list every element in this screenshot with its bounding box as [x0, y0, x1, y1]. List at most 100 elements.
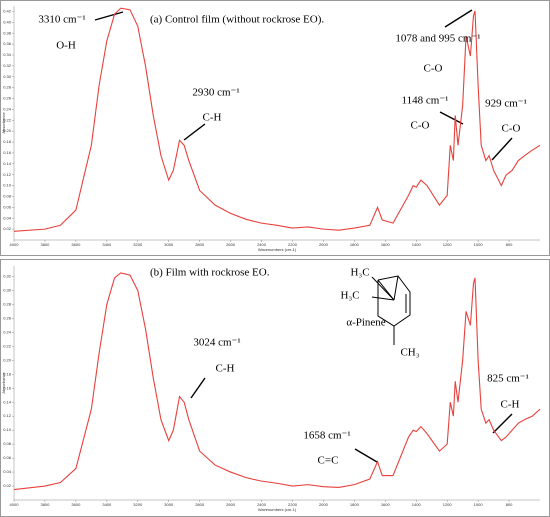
x-tick-label: 4000 — [10, 242, 20, 247]
x-tick-label: 3400 — [102, 242, 112, 247]
annotation: CH₃ — [400, 347, 419, 359]
y-tick-label: 0.12 — [3, 413, 12, 418]
y-tick-label: 0.36 — [3, 41, 12, 46]
arrow — [354, 448, 378, 463]
x-tick-label: 1000 — [474, 502, 484, 507]
annotation: O-H — [56, 40, 76, 52]
y-tick-label: 0.14 — [3, 399, 12, 404]
annotation: C-H — [216, 363, 235, 375]
x-tick-label: 1400 — [412, 242, 422, 247]
x-tick-label: 2800 — [195, 242, 205, 247]
y-tick-label: 0.10 — [3, 183, 12, 188]
y-tick-label: 0.18 — [3, 139, 12, 144]
x-tick-label: 800 — [506, 242, 513, 247]
molecule — [371, 275, 411, 345]
spectrum-line — [13, 272, 541, 491]
panel-title: (a) Control film (without rockrose EO). — [150, 14, 324, 26]
y-tick-label: 0.20 — [3, 128, 12, 133]
panel-frame — [0, 259, 550, 517]
y-tick-label: 0.28 — [3, 85, 12, 90]
arrow — [183, 123, 206, 141]
y-tick-label: 0.26 — [3, 96, 12, 101]
x-tick-label: 800 — [506, 502, 513, 507]
y-tick-label: 0.22 — [3, 343, 12, 348]
y-axis-label: Absorbance — [1, 112, 6, 134]
annotation: H₃C — [350, 267, 369, 279]
annotation: C-H — [501, 399, 520, 411]
annotation: 929 cm⁻¹ — [485, 98, 527, 110]
y-tick-label: 0.02 — [3, 483, 12, 488]
y-tick-label: 0.04 — [3, 215, 12, 220]
y-tick-label: 0.32 — [3, 63, 12, 68]
x-tick-label: 3000 — [164, 242, 174, 247]
x-tick-label: 1200 — [443, 242, 453, 247]
x-tick-label: 3600 — [71, 502, 81, 507]
annotation: C-H — [203, 112, 222, 124]
x-tick-label: 2200 — [288, 502, 298, 507]
y-tick-label: 0.08 — [3, 194, 12, 199]
y-tick-label: 0.24 — [3, 106, 12, 111]
annotation: α-Pinene — [346, 317, 385, 329]
y-tick-label: 0.16 — [3, 150, 12, 155]
arrows-a — [94, 9, 513, 161]
annotation: 3310 cm⁻¹ — [38, 14, 85, 26]
x-tick-label: 1800 — [350, 502, 360, 507]
arrow — [94, 11, 124, 21]
y-tick-label: 0.10 — [3, 427, 12, 432]
x-tick-label: 2000 — [319, 242, 329, 247]
panel-title: (b) Film with rockrose EO. — [150, 267, 270, 279]
x-tick-label: 2000 — [319, 502, 329, 507]
annotation: 825 cm⁻¹ — [487, 373, 529, 385]
arrow — [492, 413, 513, 434]
y-tick-label: 0.06 — [3, 204, 12, 209]
x-tick-label: 3200 — [133, 502, 143, 507]
annotation: 1078 and 995 cm⁻¹ — [395, 33, 480, 45]
y-tick-label: 0.04 — [3, 469, 12, 474]
spectrum-line — [13, 7, 541, 232]
y-tick-label: 0.40 — [3, 19, 12, 24]
y-tick-label: 0.14 — [3, 161, 12, 166]
y-tick-label: 0.38 — [3, 30, 12, 35]
x-tick-label: 3200 — [133, 242, 143, 247]
y-tick-label: 0.06 — [3, 455, 12, 460]
y-tick-label: 0.24 — [3, 329, 12, 334]
x-tick-label: 3000 — [164, 502, 174, 507]
y-tick-label: 0.20 — [3, 357, 12, 362]
arrow — [439, 111, 464, 125]
annotation: C=C — [318, 455, 339, 467]
arrows-b — [190, 377, 513, 463]
annotation: C-O — [502, 123, 521, 135]
y-tick-label: 0.26 — [3, 315, 12, 320]
x-tick-label: 2200 — [288, 242, 298, 247]
annotation: 3024 cm⁻¹ — [193, 337, 240, 349]
y-tick-label: 0.30 — [3, 288, 12, 293]
x-tick-label: 3800 — [40, 242, 50, 247]
x-tick-label: 1600 — [381, 502, 391, 507]
x-tick-label: 1400 — [412, 502, 422, 507]
y-tick-label: 0.22 — [3, 117, 12, 122]
annotation: C-O — [424, 63, 443, 75]
x-axis-label: Wavenumbers (cm-1) — [258, 507, 297, 512]
x-tick-label: 1600 — [381, 242, 391, 247]
y-tick-label: 0.32 — [3, 274, 12, 279]
arrow — [190, 377, 206, 399]
y-axis-label: Absorbance — [1, 372, 6, 394]
y-tick-label: 0.28 — [3, 301, 12, 306]
x-tick-label: 1800 — [350, 242, 360, 247]
x-tick-label: 2800 — [195, 502, 205, 507]
x-tick-label: 2600 — [226, 502, 236, 507]
y-tick-label: 0.02 — [3, 226, 12, 231]
y-tick-label: 0.42 — [3, 9, 12, 14]
arrow — [491, 137, 513, 161]
x-tick-label: 2600 — [226, 242, 236, 247]
bond — [371, 276, 395, 301]
annotation: 1148 cm⁻¹ — [402, 95, 449, 107]
x-axis-label: Wavenumbers (cm-1) — [258, 247, 297, 252]
arrow — [444, 9, 473, 28]
y-tick-label: 0.12 — [3, 172, 12, 177]
annotation: H₃C — [340, 290, 359, 302]
annotation: C-O — [411, 120, 430, 132]
x-tick-label: 1200 — [443, 502, 453, 507]
x-tick-label: 1000 — [474, 242, 484, 247]
